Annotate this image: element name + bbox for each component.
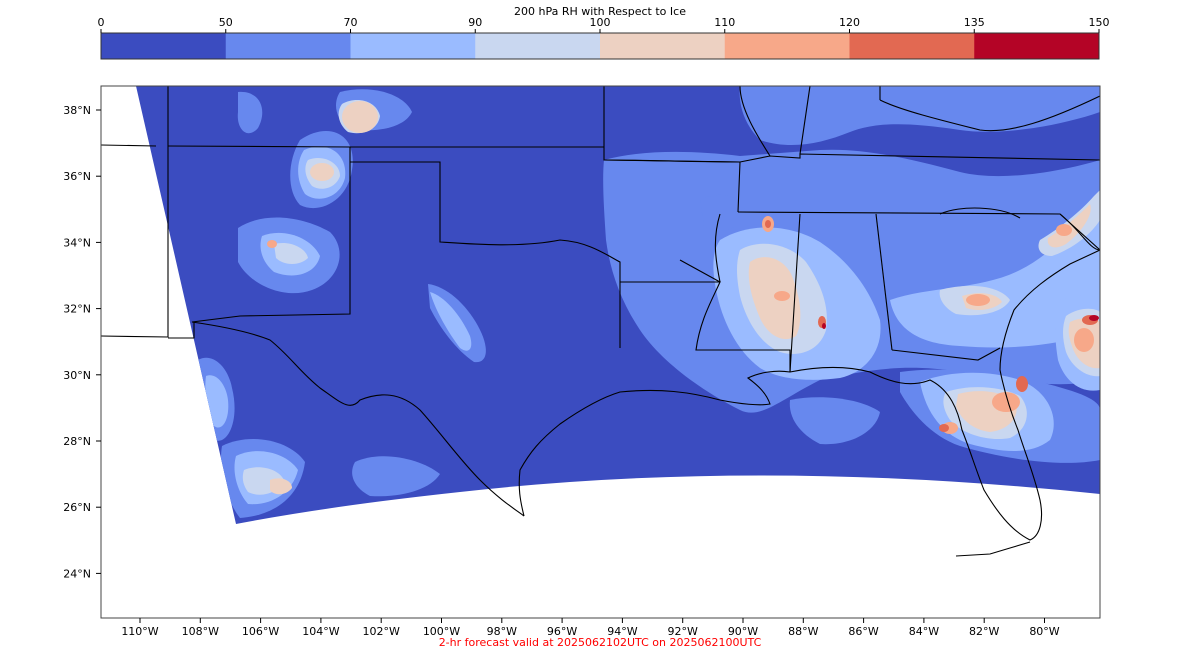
lat-label: 26°N [63, 501, 91, 514]
map-panel: 38°N 36°N 34°N 32°N 30°N 28°N 26°N 24°N 110°W 10… [63, 85, 1101, 638]
lat-label: 32°N [63, 303, 91, 316]
rh-contours [197, 86, 1100, 518]
colorbar-tick-label: 135 [964, 16, 985, 29]
lon-label: 110°W [121, 625, 158, 638]
colorbar: 0 50 70 90 100 110 120 135 150 [98, 16, 1110, 60]
colorbar-segment [475, 33, 601, 59]
colorbar-tick-label: 110 [714, 16, 735, 29]
lon-label: 106°W [242, 625, 279, 638]
lon-label: 86°W [848, 625, 878, 638]
lat-label: 34°N [63, 236, 91, 249]
rh-band-110-120 [267, 216, 1094, 434]
colorbar-title: 200 hPa RH with Respect to Ice [514, 5, 686, 18]
colorbar-tick-label: 100 [590, 16, 611, 29]
lat-label: 30°N [63, 369, 91, 382]
lon-label: 108°W [182, 625, 219, 638]
lon-label: 82°W [969, 625, 999, 638]
lon-label: 90°W [728, 625, 758, 638]
map-frame [100, 85, 1101, 619]
lon-label: 80°W [1029, 625, 1059, 638]
colorbar-segment [101, 33, 227, 59]
lon-label: 92°W [668, 625, 698, 638]
lat-label: 24°N [63, 567, 91, 580]
longitude-labels: 110°W 108°W 106°W 104°W 102°W 100°W 98°W 96°W 94… [121, 618, 1060, 638]
rh-band-135-150 [822, 315, 1099, 329]
lon-label: 84°W [909, 625, 939, 638]
lat-label: 38°N [63, 104, 91, 117]
lat-label: 36°N [63, 170, 91, 183]
latitude-labels: 38°N 36°N 34°N 32°N 30°N 28°N 26°N 24°N [63, 104, 101, 580]
lon-label: 88°W [788, 625, 818, 638]
colorbar-tick-label: 150 [1089, 16, 1110, 29]
lon-label: 104°W [302, 625, 339, 638]
colorbar-segment [225, 33, 351, 59]
colorbar-tick-label: 120 [839, 16, 860, 29]
lon-label: 100°W [423, 625, 460, 638]
colorbar-tick-label: 0 [98, 16, 105, 29]
colorbar-tick-label: 70 [344, 16, 358, 29]
colorbar-segment [350, 33, 476, 59]
lat-label: 28°N [63, 435, 91, 448]
lon-label: 94°W [607, 625, 637, 638]
political-boundaries [101, 86, 1100, 557]
forecast-caption: 2-hr forecast valid at 2025062102UTC on … [438, 636, 762, 649]
colorbar-segment [724, 33, 850, 59]
colorbar-segment [974, 33, 1100, 59]
rh-band-100-110 [270, 101, 1100, 495]
colorbar-segment [849, 33, 975, 59]
lon-label: 96°W [547, 625, 577, 638]
colorbar-segment [600, 33, 726, 59]
lon-label: 98°W [487, 625, 517, 638]
lon-label: 102°W [363, 625, 400, 638]
colorbar-tick-label: 90 [468, 16, 482, 29]
colorbar-tick-label: 50 [219, 16, 233, 29]
